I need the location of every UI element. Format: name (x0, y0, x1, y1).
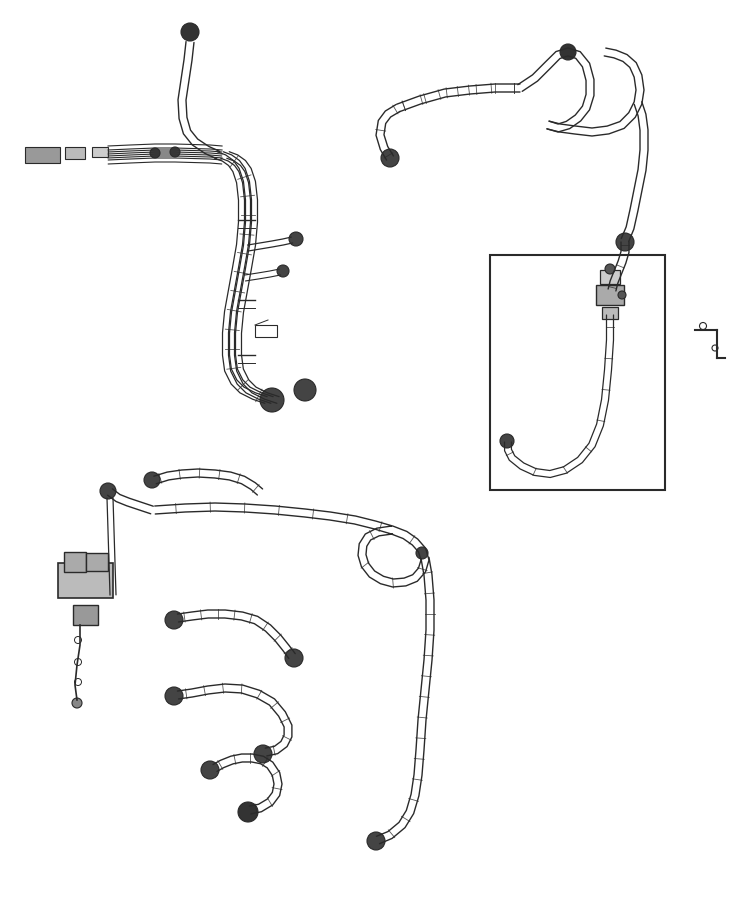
Circle shape (72, 698, 82, 708)
Circle shape (100, 483, 116, 499)
Bar (64, 552, 86, 572)
Circle shape (277, 265, 289, 277)
Bar (596, 285, 624, 305)
Circle shape (238, 802, 258, 822)
Circle shape (618, 291, 626, 299)
Bar (58, 562, 113, 598)
Bar (73, 605, 98, 625)
Circle shape (500, 434, 514, 448)
Circle shape (605, 264, 615, 274)
Circle shape (416, 547, 428, 559)
Bar (24, 147, 59, 163)
Bar (602, 307, 618, 319)
Circle shape (170, 147, 180, 157)
Circle shape (285, 649, 303, 667)
Bar (65, 147, 85, 159)
Circle shape (165, 687, 183, 705)
Bar (490, 255, 665, 490)
Circle shape (289, 232, 303, 246)
Circle shape (381, 149, 399, 167)
Circle shape (150, 148, 160, 158)
Circle shape (560, 44, 576, 60)
Circle shape (165, 611, 183, 629)
Circle shape (181, 23, 199, 41)
Bar (86, 553, 108, 571)
Circle shape (260, 388, 284, 412)
Bar (92, 147, 108, 157)
Bar (255, 325, 277, 337)
Circle shape (254, 745, 272, 763)
Circle shape (144, 472, 160, 488)
Bar (600, 270, 620, 284)
Circle shape (616, 233, 634, 251)
Circle shape (367, 832, 385, 850)
Circle shape (201, 761, 219, 779)
Circle shape (294, 379, 316, 401)
